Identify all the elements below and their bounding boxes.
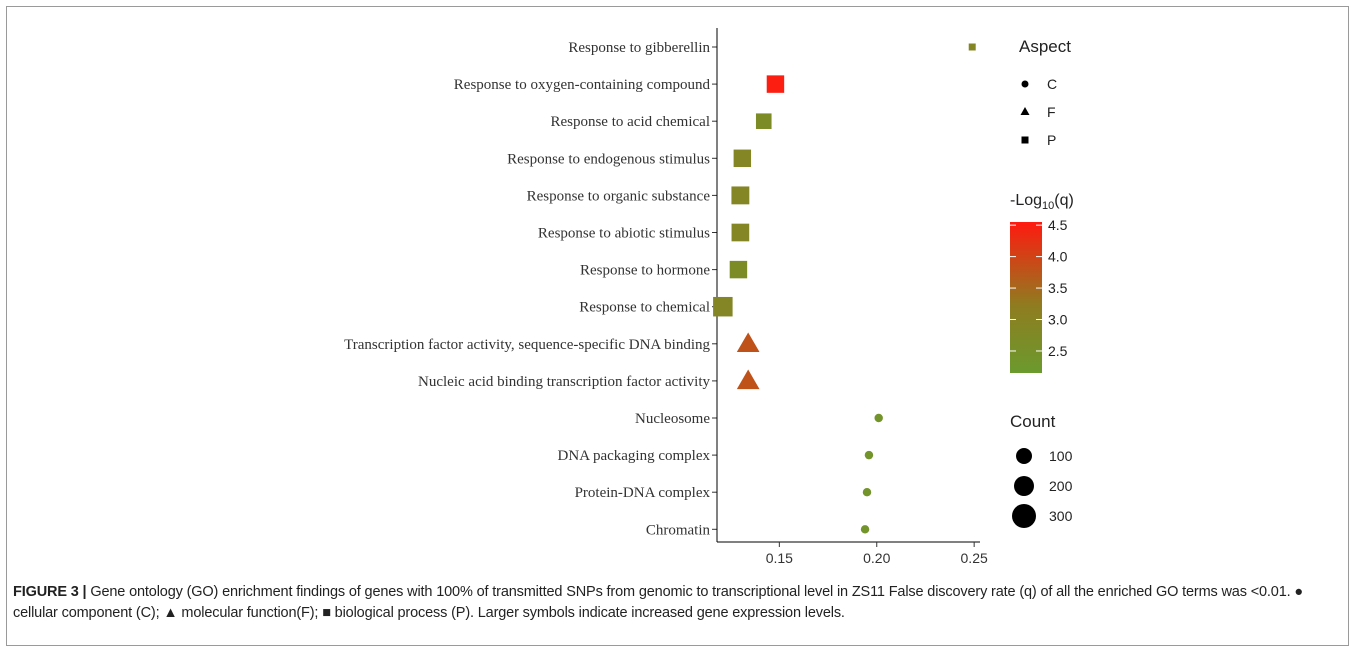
legend-color-title: -Log10(q): [1010, 192, 1074, 212]
figure-caption: FIGURE 3 | Gene ontology (GO) enrichment…: [13, 582, 1338, 624]
point-triangle: [736, 332, 760, 353]
caption-label: FIGURE 3 |: [13, 584, 87, 600]
chart-marks: [713, 43, 976, 534]
legend-count-title: Count: [1010, 412, 1056, 431]
point-square: [729, 260, 748, 279]
point-triangle: [736, 369, 760, 390]
axes: 0.15 0.20 0.25: [716, 28, 988, 566]
legend-count-circle: [1014, 476, 1034, 496]
y-tick-label: Nucleosome: [635, 411, 710, 427]
y-tick-label: Response to hormone: [580, 263, 710, 279]
y-tick-label: Transcription factor activity, sequence-…: [344, 337, 710, 353]
y-tick-label: Chromatin: [646, 522, 711, 538]
colorbar-label: 3.0: [1048, 312, 1068, 328]
caption-text: Gene ontology (GO) enrichment findings o…: [13, 584, 1304, 621]
legend-triangle-icon: [1020, 107, 1030, 115]
legend-aspect-label: F: [1047, 104, 1056, 120]
y-tick-label: Response to gibberellin: [568, 40, 710, 56]
x-tick-label: 0.20: [863, 550, 890, 566]
y-tick-label: DNA packaging complex: [558, 448, 711, 464]
point-circle: [874, 413, 883, 423]
y-tick-label: Nucleic acid binding transcription facto…: [418, 374, 710, 390]
y-axis-labels: Response to gibberellin Response to oxyge…: [344, 40, 717, 538]
legend-count: Count 100 200 300: [1010, 412, 1073, 528]
legend-aspect-title: Aspect: [1019, 37, 1071, 56]
point-circle: [860, 525, 870, 534]
colorbar-label: 4.5: [1048, 217, 1068, 233]
point-square: [755, 113, 772, 129]
legend-color: -Log10(q) 4.5 4.0 3.5 3.0 2.5: [1010, 192, 1074, 373]
point-square: [968, 43, 976, 51]
go-enrichment-chart: Response to gibberellin Response to oxyge…: [344, 28, 1074, 566]
point-circle: [862, 487, 872, 497]
legend-count-label: 300: [1049, 508, 1073, 524]
x-tick-label: 0.25: [961, 550, 988, 566]
point-circle: [864, 450, 874, 460]
legend-count-circle: [1016, 448, 1032, 464]
legend-square-icon: [1021, 136, 1029, 144]
y-tick-label: Response to organic substance: [527, 188, 711, 204]
point-square: [733, 149, 752, 168]
figure-frame: [6, 6, 1349, 646]
legend-aspect-label: C: [1047, 76, 1057, 92]
point-square: [731, 186, 750, 205]
legend-count-label: 100: [1049, 448, 1073, 464]
legend-count-label: 200: [1049, 478, 1073, 494]
colorbar: [1010, 222, 1042, 373]
y-tick-label: Response to endogenous stimulus: [507, 151, 710, 167]
colorbar-label: 3.5: [1048, 280, 1068, 296]
colorbar-label: 4.0: [1048, 249, 1068, 265]
point-square: [713, 296, 733, 317]
y-tick-label: Response to acid chemical: [550, 114, 710, 130]
y-tick-label: Response to abiotic stimulus: [538, 226, 710, 242]
legend-aspect: Aspect CFP: [1019, 37, 1071, 148]
y-tick-label: Response to chemical: [579, 300, 710, 316]
y-tick-label: Protein-DNA complex: [575, 485, 711, 501]
legend-count-circle: [1012, 504, 1036, 528]
legend-aspect-label: P: [1047, 132, 1056, 148]
colorbar-label: 2.5: [1048, 343, 1068, 359]
point-square: [731, 223, 750, 242]
legend-circle-icon: [1021, 80, 1029, 88]
y-tick-label: Response to oxygen-containing compound: [454, 77, 711, 93]
point-square: [766, 75, 785, 93]
x-tick-label: 0.15: [766, 550, 793, 566]
